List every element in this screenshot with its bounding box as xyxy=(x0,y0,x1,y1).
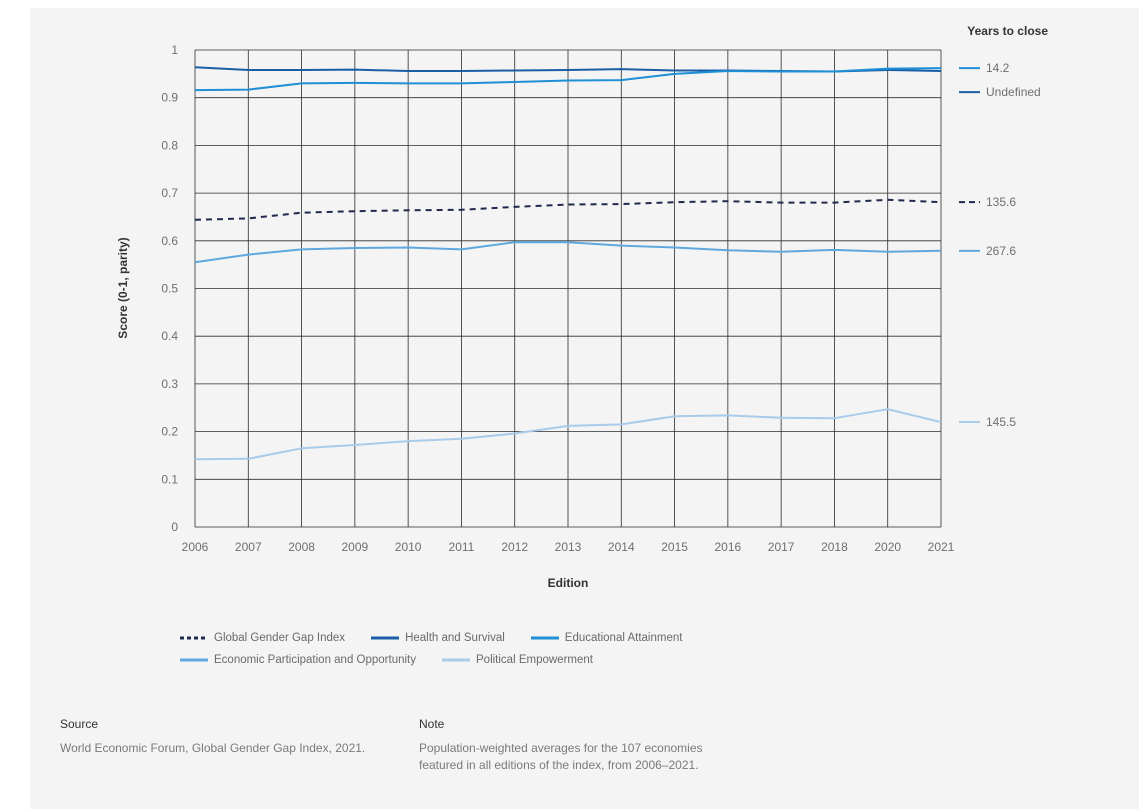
x-tick-label: 2012 xyxy=(501,540,528,554)
source-title: Source xyxy=(60,717,99,731)
y-axis-title: Score (0-1, parity) xyxy=(116,237,130,338)
x-tick-label: 2021 xyxy=(928,540,955,554)
x-tick-label: 2016 xyxy=(715,540,742,554)
legend-swatch xyxy=(371,635,400,641)
y-tick-label: 0.7 xyxy=(161,186,178,200)
y-tick-label: 0.6 xyxy=(161,234,178,248)
y-tick-label: 0.9 xyxy=(161,91,178,105)
chart-panel xyxy=(30,8,1139,809)
legend-item: Educational Attainment xyxy=(530,632,683,644)
y-tick-label: 0.1 xyxy=(161,472,178,486)
grid xyxy=(194,49,942,528)
x-tick-label: 2008 xyxy=(288,540,315,554)
x-tick-label: 2010 xyxy=(395,540,422,554)
y-tick-label: 0 xyxy=(171,520,178,534)
y-tick-label: 0.5 xyxy=(161,282,178,296)
end-label-value: 145.5 xyxy=(986,415,1016,429)
y-tick-label: 0.2 xyxy=(161,425,178,439)
x-tick-label: 2015 xyxy=(661,540,688,554)
x-axis-ticks: 2006 2007 2008 2009 2010 2011 2012 2013 2014 2015… xyxy=(182,540,955,554)
x-tick-label: 2011 xyxy=(449,540,475,554)
legend-item: Health and Survival xyxy=(371,632,505,644)
x-axis-title: Edition xyxy=(548,576,589,590)
y-tick-label: 0.4 xyxy=(161,329,178,343)
legend-label: Health and Survival xyxy=(405,632,505,644)
note-title: Note xyxy=(419,717,445,731)
years-to-close-labels: 14.2 Undefined 135.6 267.6 145.5 xyxy=(959,61,1041,429)
x-tick-label: 2009 xyxy=(342,540,369,554)
legend-label: Global Gender Gap Index xyxy=(214,632,346,644)
source-text: World Economic Forum, Global Gender Gap … xyxy=(60,741,366,755)
x-tick-label: 2020 xyxy=(874,540,901,554)
x-tick-label: 2014 xyxy=(608,540,635,554)
x-tick-label: 2017 xyxy=(768,540,795,554)
note-text: Population-weighted averages for the 107… xyxy=(419,741,703,772)
end-label-value: 14.2 xyxy=(986,61,1010,75)
legend-row: Economic Participation and Opportunity Po… xyxy=(180,649,800,671)
legend-item: Political Empowerment xyxy=(442,654,593,666)
source-block: Source World Economic Forum, Global Gend… xyxy=(60,716,390,757)
x-tick-label: 2013 xyxy=(555,540,582,554)
legend-item: Economic Participation and Opportunity xyxy=(180,654,416,666)
series-line xyxy=(194,408,942,461)
y-tick-label: 1 xyxy=(171,43,178,57)
line-chart: 00.10.20.30.40.50.60.70.80.91 2006 2007 20… xyxy=(116,24,1048,590)
end-label-value: 135.6 xyxy=(986,195,1016,209)
legend-swatch xyxy=(530,635,559,641)
years-to-close-title: Years to close xyxy=(967,24,1048,38)
legend-row: Global Gender Gap Index Health and Surviv… xyxy=(180,627,800,649)
note-block: Note Population-weighted averages for th… xyxy=(419,716,719,774)
x-tick-label: 2007 xyxy=(235,540,262,554)
series-line xyxy=(194,241,942,264)
legend-item: Global Gender Gap Index xyxy=(180,632,345,644)
series-line xyxy=(194,198,942,221)
y-axis-ticks: 0 0.1 0.2 0.3 0.4 0.5 0.6 0.7 0.8 0.9 1 xyxy=(161,43,178,534)
legend-label: Economic Participation and Opportunity xyxy=(214,654,416,666)
y-tick-label: 0.3 xyxy=(161,377,178,391)
legend-swatch xyxy=(180,657,208,663)
series-line xyxy=(194,67,942,92)
legend-swatch xyxy=(180,635,208,641)
end-label-value: 267.6 xyxy=(986,244,1016,258)
legend-label: Educational Attainment xyxy=(564,632,683,644)
series-lines xyxy=(194,66,942,461)
x-tick-label: 2006 xyxy=(182,540,209,554)
legend-label: Political Empowerment xyxy=(476,654,593,666)
legend-swatch xyxy=(442,657,470,663)
legend: Global Gender Gap Index Health and Surviv… xyxy=(180,627,800,671)
end-label-value: Undefined xyxy=(986,85,1041,99)
x-tick-label: 2018 xyxy=(821,540,848,554)
y-tick-label: 0.8 xyxy=(161,138,178,152)
